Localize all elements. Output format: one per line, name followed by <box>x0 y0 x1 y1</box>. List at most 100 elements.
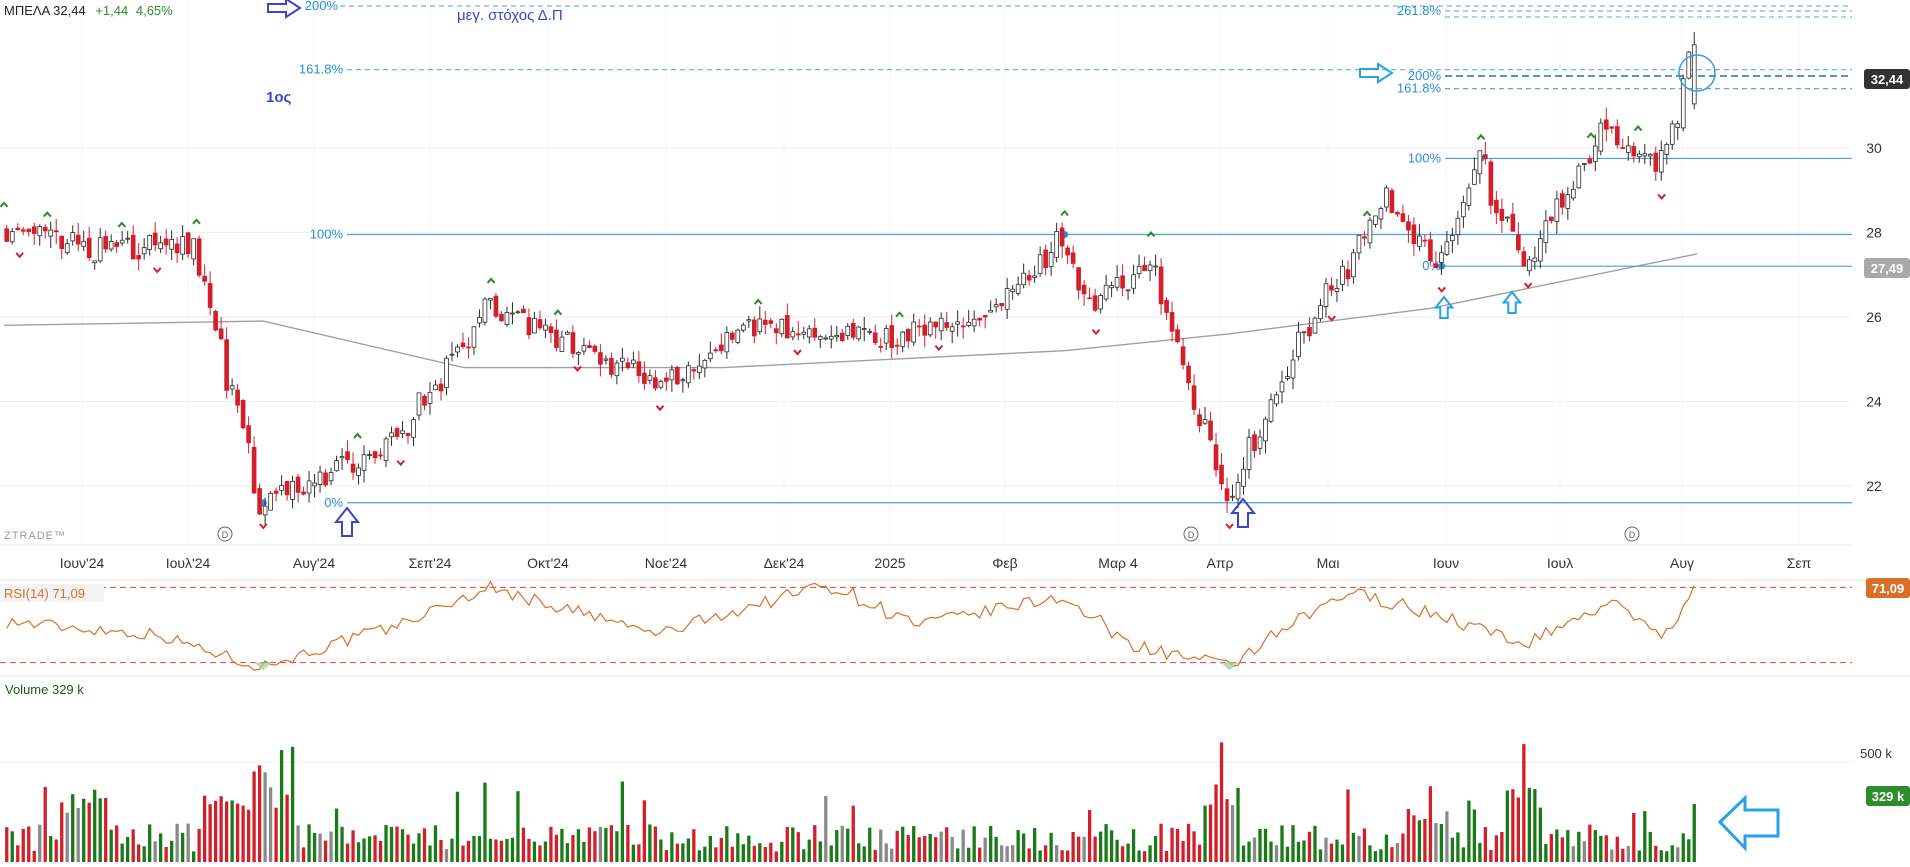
rsi-value-tag: 71,09 <box>1872 581 1905 596</box>
candle-body <box>647 375 653 381</box>
volume-bar <box>323 840 328 862</box>
candle-body <box>1010 288 1015 292</box>
volume-bar <box>1142 851 1147 862</box>
volume-bar <box>851 805 855 862</box>
x-tick-label: Σεπ'24 <box>409 555 452 571</box>
volume-bar <box>1203 805 1207 862</box>
pivot-high-marker <box>486 277 496 284</box>
volume-bar <box>1445 811 1449 862</box>
candle-body <box>488 297 493 301</box>
candle-body <box>515 311 521 314</box>
candle-body <box>1417 235 1422 247</box>
candle-body <box>1307 327 1312 337</box>
y-tick-label: 28 <box>1866 224 1882 240</box>
rsi-oversold-fill <box>254 662 273 671</box>
candle-body <box>317 471 323 486</box>
candle-body <box>653 377 658 389</box>
candle-body <box>86 237 92 259</box>
volume-bar <box>1170 827 1174 862</box>
candle-body <box>1565 194 1571 209</box>
y-tick-label: 22 <box>1866 478 1882 494</box>
candle-body <box>543 324 548 331</box>
volume-bar <box>1065 850 1070 862</box>
candle-body <box>729 332 735 340</box>
volume-bar <box>301 847 306 862</box>
arrow-up-icon <box>1229 497 1257 528</box>
volume-bar <box>571 835 575 862</box>
pivot-low-marker <box>1437 286 1446 293</box>
candle-body <box>762 319 768 325</box>
annotation-1os: 1ος <box>266 89 292 106</box>
volume-bar <box>60 802 64 862</box>
candle-body <box>284 481 290 496</box>
pivot-low-marker <box>15 252 24 259</box>
candle-body <box>565 331 570 335</box>
candle-body <box>1422 239 1428 242</box>
candle-body <box>702 359 708 369</box>
x-tick-label: Απρ <box>1207 555 1234 571</box>
candle-body <box>1521 251 1527 267</box>
volume-bar <box>1230 805 1235 862</box>
candle-body <box>163 238 169 246</box>
volume-bar <box>813 825 817 862</box>
candle-body <box>1153 265 1158 268</box>
volume-bar <box>153 841 157 862</box>
volume-bar <box>1489 849 1493 862</box>
volume-bar <box>1357 835 1361 862</box>
volume-bar <box>422 828 427 862</box>
volume-bar <box>1296 841 1301 862</box>
volume-bar <box>1549 834 1553 862</box>
arrow-up-icon <box>333 506 361 537</box>
volume-bar <box>1406 809 1411 862</box>
pivot-high-marker <box>1060 209 1069 217</box>
candle-body <box>746 319 752 322</box>
rsi-panel: RSI(14) 71,09 71,09 <box>0 578 1910 671</box>
candle-body <box>1400 213 1406 222</box>
volume-bar <box>197 828 201 862</box>
volume-bar <box>791 827 795 862</box>
candle-body <box>328 472 334 482</box>
volume-bar <box>1577 831 1581 862</box>
candle-body <box>444 357 449 388</box>
candle-body <box>1345 269 1351 280</box>
volume-bar <box>488 838 493 862</box>
volume-bar <box>362 838 366 862</box>
volume-bar <box>137 844 141 862</box>
candles <box>4 32 1697 526</box>
volume-bar <box>1307 831 1312 862</box>
candle-body <box>1142 264 1147 272</box>
candle-body <box>1680 78 1686 129</box>
last-price-tag-bg <box>1864 69 1910 89</box>
candle-body <box>378 454 383 457</box>
volume-bar <box>983 837 987 862</box>
volume-bar <box>730 846 734 862</box>
volume-bar <box>686 838 690 862</box>
rsi-label-bg <box>0 584 104 602</box>
volume-bar <box>159 833 163 862</box>
volume-value-tag-bg <box>1866 786 1910 806</box>
candle-body <box>130 234 136 260</box>
candle-body <box>1323 283 1329 307</box>
candle-body <box>1543 220 1549 243</box>
volume-bar <box>708 835 712 862</box>
candle-body <box>1015 283 1021 294</box>
volume-bar <box>329 831 333 862</box>
pivot-high-marker <box>117 221 127 228</box>
volume-bar <box>148 824 152 862</box>
candle-body <box>532 317 537 334</box>
candle-body <box>773 328 779 334</box>
candle-body <box>411 419 416 438</box>
volume-bar <box>1126 843 1130 862</box>
volume-bar <box>417 833 421 862</box>
candle-body <box>1587 158 1593 164</box>
candle-body <box>1560 193 1565 208</box>
candle-body <box>812 327 818 338</box>
volume-bar <box>560 828 564 862</box>
candle-body <box>1098 295 1103 310</box>
volume-bar <box>1109 830 1114 862</box>
watermark: ZTRADE™ <box>4 530 66 542</box>
volume-bar <box>395 826 399 862</box>
candle-body <box>1114 277 1120 288</box>
